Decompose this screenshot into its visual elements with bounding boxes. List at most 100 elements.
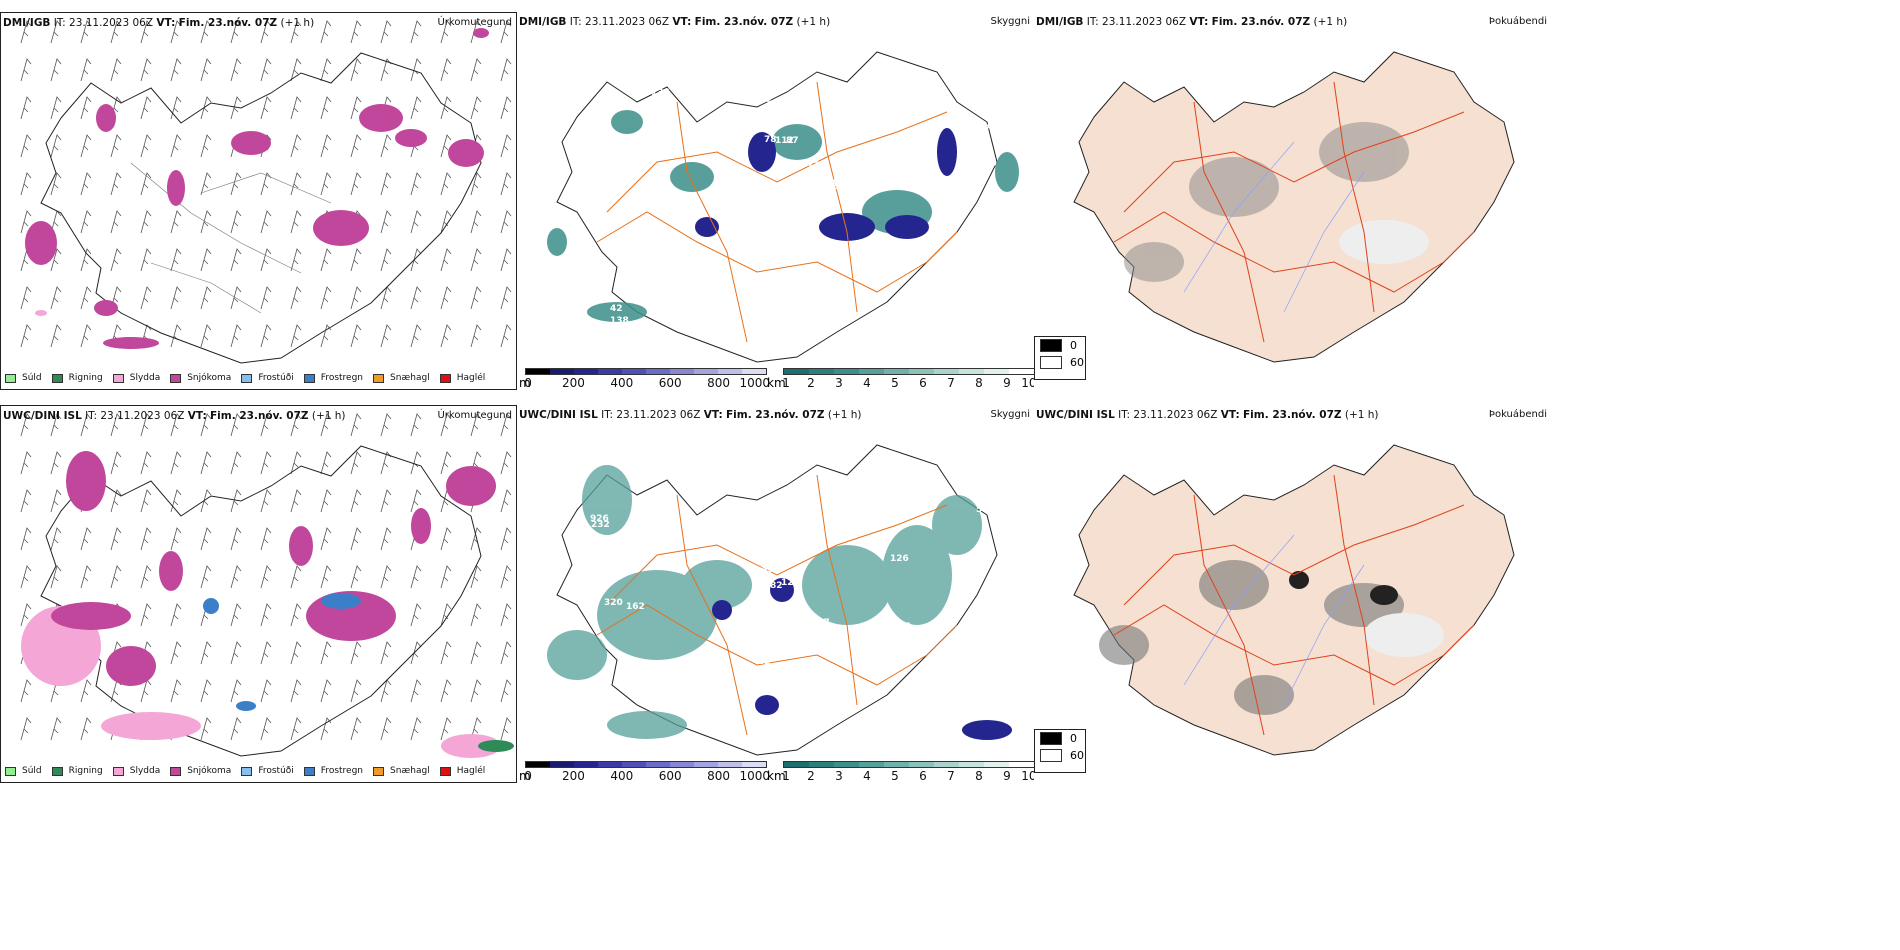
wind-barb [440, 717, 452, 741]
wind-barb [110, 489, 122, 513]
legend-item-frostudi: Frostúði [241, 766, 294, 776]
wind-barb [50, 413, 62, 437]
wind-barb [380, 641, 392, 665]
panel-header: DMI/IGB IT: 23.11.2023 06Z VT: Fim. 23.n… [1036, 16, 1348, 28]
colorbar-cell [1009, 369, 1034, 374]
wind-barb [320, 527, 332, 551]
legend-label: Frostregn [320, 766, 364, 776]
cloud-base-value: 87 [978, 124, 991, 134]
colorbar-tick-label: 8 [975, 376, 983, 390]
wind-barb [260, 20, 272, 44]
cloud-base-value: 87 [786, 136, 799, 146]
legend-swatch [5, 766, 16, 776]
panel-header: DMI/IGB IT: 23.11.2023 06Z VT: Fim. 23.n… [3, 17, 315, 29]
wind-barb [500, 679, 512, 703]
wind-barb [50, 527, 62, 551]
legend-item-frostregn: Frostregn [303, 373, 363, 383]
wind-barb [320, 20, 332, 44]
legend-swatch [51, 373, 63, 383]
wind-barb [410, 489, 422, 513]
wind-barb [500, 210, 512, 234]
colorbar-tick-label: 1 [782, 769, 790, 783]
panel-cloud-visibility-dmi: DMI/IGB IT: 23.11.2023 06Z VT: Fim. 23.n… [517, 12, 1034, 390]
wind-barb [260, 172, 272, 196]
colorbar-tick-label: 2 [807, 376, 815, 390]
colorbar-tick-label: 8 [975, 769, 983, 783]
colorbar-tick-label: 600 [658, 769, 682, 783]
legend-item-slydda: Slydda [112, 373, 160, 383]
wind-barb [350, 248, 362, 272]
wind-barb [260, 324, 272, 348]
wind-barb [320, 172, 332, 196]
legend-swatch [170, 766, 182, 776]
colorbar-tick-label: 10 [1021, 769, 1034, 783]
wind-barb [380, 172, 392, 196]
wind-barb [470, 248, 482, 272]
cloud-base-value: 181 [923, 479, 942, 489]
wind-barb [470, 286, 482, 310]
wind-barb [200, 210, 212, 234]
legend-label: Slydda [129, 766, 161, 776]
colorbar-tick-label: 400 [610, 376, 634, 390]
legend-swatch [170, 373, 182, 383]
colorbar-tick-label: 7 [947, 376, 955, 390]
wind-barb [440, 413, 452, 437]
fog-key: 0 60 [1034, 336, 1086, 380]
cloud-base-colorbar: 0 200 400 600 800 1000 m [519, 761, 770, 783]
wind-barb [20, 565, 32, 589]
colorbar-cell [718, 762, 742, 767]
cloud-base-value: 105 [863, 243, 882, 253]
wind-barb [410, 248, 422, 272]
wind-barb [410, 679, 422, 703]
wind-barb [170, 603, 182, 627]
legend-item-haglel: Haglél [439, 766, 485, 776]
panel-fog-indicator-uwc: UWC/DINI ISL IT: 23.11.2023 06Z VT: Fim.… [1034, 405, 1551, 783]
wind-barb [110, 527, 122, 551]
wind-barb [20, 20, 32, 44]
cloud-base-value: 92 [825, 182, 838, 192]
colorbar-cell [909, 369, 934, 374]
wind-barb [230, 324, 242, 348]
visibility-colorbar: 1 2 3 4 5 6 7 8 9 10 km [767, 761, 1034, 783]
colorbar-cell [622, 762, 646, 767]
wind-barb [290, 324, 302, 348]
wind-barb [290, 134, 302, 158]
wind-barb [50, 134, 62, 158]
wind-barb [50, 172, 62, 196]
cloud-base-value: 320 [604, 598, 623, 608]
wind-barb [350, 413, 362, 437]
wind-barb [140, 565, 152, 589]
wind-barb [440, 248, 452, 272]
wind-barb [20, 451, 32, 475]
wind-barb [260, 565, 272, 589]
cloud-visibility-map: 61 138 115 42 92 208 292 87 257 120 136 136 136 87 145… [547, 51, 1019, 363]
wind-barb [110, 565, 122, 589]
legend-label: Snjókoma [187, 766, 232, 776]
wind-barb [20, 134, 32, 158]
wind-barb [110, 172, 122, 196]
wind-barb [80, 413, 92, 437]
colorbar-tick-label: 200 [561, 769, 585, 783]
wind-barb [140, 96, 152, 120]
wind-barb [350, 527, 362, 551]
panel-header: UWC/DINI ISL IT: 23.11.2023 06Z VT: Fim.… [1036, 409, 1379, 421]
colorbar-cell [834, 369, 859, 374]
wind-barb [440, 603, 452, 627]
wind-barb [320, 679, 332, 703]
colorbar-tick-label: 800 [707, 769, 731, 783]
wind-barb [260, 96, 272, 120]
wind-barb [140, 58, 152, 82]
legend-swatch [112, 766, 124, 776]
colorbar-cell [809, 762, 834, 767]
wind-barb [80, 286, 92, 310]
wind-barb [350, 717, 362, 741]
cloud-base-value: 138 [610, 316, 629, 326]
legend-swatch [303, 766, 315, 776]
wind-barb [200, 679, 212, 703]
wind-barb [500, 58, 512, 82]
wind-barb [350, 20, 362, 44]
wind-barb [170, 210, 182, 234]
panel-fog-indicator-dmi: DMI/IGB IT: 23.11.2023 06Z VT: Fim. 23.n… [1034, 12, 1551, 390]
wind-barb [440, 286, 452, 310]
legend-item-snjokoma: Snjókoma [170, 373, 231, 383]
